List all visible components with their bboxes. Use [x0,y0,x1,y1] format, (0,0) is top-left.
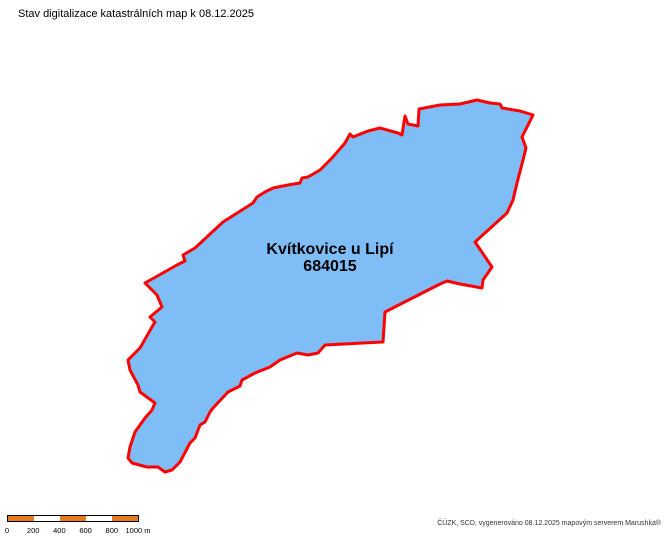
area-label: Kvítkovice u Lipí 684015 [230,241,430,275]
scale-bar: 0 200 400 600 800 1000 m [4,515,151,537]
scale-tick-label: 600 [79,526,92,535]
area-name: Kvítkovice u Lipí [266,241,394,258]
scale-bar-segments [7,515,139,522]
page-title: Stav digitalizace katastrálních map k 08… [18,8,255,20]
scale-bar-segment [34,516,60,521]
scale-bar-segment [112,516,138,521]
scale-tick-label: 200 [26,526,40,535]
area-code: 684015 [303,258,357,275]
attribution-text: ČÚZK, SCD, vygenerováno 08.12.2025 mapov… [437,520,661,527]
scale-bar-segment [60,516,86,521]
scale-tick-label: 400 [53,526,66,535]
scale-bar-segment [86,516,112,521]
scale-tick-label: 0 [4,526,10,535]
scale-tick-label: 800 [105,526,119,535]
cadastral-area-polygon[interactable] [126,98,535,474]
scale-tick-label: 1000 m [125,526,151,535]
scale-bar-segment [8,516,34,521]
